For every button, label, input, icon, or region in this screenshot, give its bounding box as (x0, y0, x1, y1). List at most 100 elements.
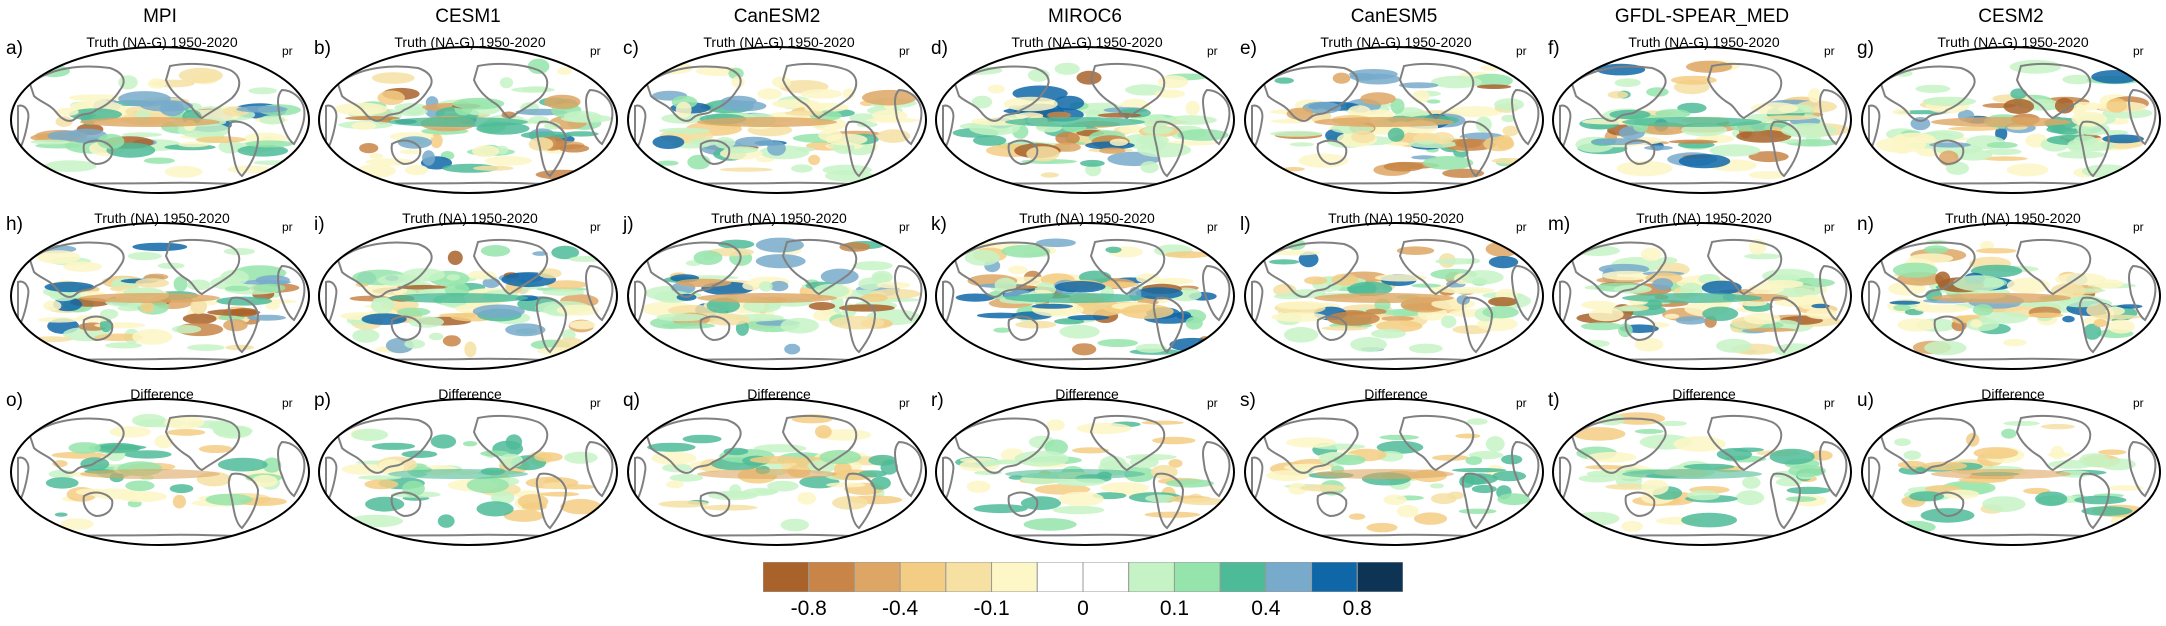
panel-var: pr (1824, 396, 1835, 410)
anomaly-patch (2074, 495, 2127, 505)
panel-title: Truth (NA) 1950-2020 (1328, 210, 1464, 226)
anomaly-patch (1047, 111, 1072, 119)
anomaly-patch (1271, 312, 1327, 322)
anomaly-patch (1274, 77, 1294, 84)
anomaly-patch (1586, 470, 1632, 477)
anomaly-patch (974, 470, 1003, 475)
anomaly-patch (1015, 320, 1057, 329)
equatorial-band (1622, 117, 1762, 127)
precip-anomaly-field (325, 414, 614, 539)
anomaly-patch (38, 317, 80, 323)
panel-var: pr (2133, 44, 2144, 58)
panel-letter: h) (6, 214, 23, 235)
anomaly-patch (140, 301, 155, 314)
anomaly-patch (1439, 287, 1495, 294)
anomaly-patch (127, 252, 162, 261)
anomaly-patch (1157, 75, 1189, 89)
anomaly-patch (976, 459, 1029, 465)
coastline (844, 296, 877, 354)
anomaly-patch (545, 280, 588, 290)
panel-var: pr (590, 44, 601, 58)
anomaly-patch (839, 242, 871, 252)
anomaly-patch (2062, 315, 2075, 323)
anomaly-patch (359, 143, 379, 154)
model-title: CESM1 (435, 6, 501, 27)
equatorial-band (1931, 117, 2071, 127)
panel-title: Truth (NA) 1950-2020 (402, 210, 538, 226)
anomaly-patch (422, 150, 436, 166)
map-panel (1552, 46, 1852, 194)
anomaly-patch (1135, 343, 1167, 353)
anomaly-patch (51, 451, 107, 459)
anomaly-patch (1488, 297, 1518, 307)
anomaly-patch (491, 490, 515, 505)
anomaly-patch (1455, 139, 1482, 148)
anomaly-patch (544, 121, 561, 130)
anomaly-patch (1670, 75, 1717, 85)
anomaly-patch (351, 428, 389, 441)
coastline (1624, 315, 1656, 342)
anomaly-patch (1458, 508, 1497, 514)
coastline (1570, 241, 1667, 298)
anomaly-patch (1285, 437, 1336, 448)
anomaly-patch (447, 250, 463, 265)
coastline (1398, 62, 1475, 120)
coastline (2015, 62, 2092, 120)
precip-anomaly-field (1251, 414, 1540, 539)
anomaly-patch (2106, 98, 2127, 113)
anomaly-patch (769, 280, 789, 292)
anomaly-patch (1786, 486, 1831, 495)
anomaly-patch (528, 137, 554, 151)
anomaly-patch (1634, 337, 1664, 352)
anomaly-patch (1985, 148, 2022, 156)
coastline (2128, 264, 2157, 322)
precip-anomaly-field (942, 238, 1231, 363)
colorbar-swatch (899, 561, 947, 593)
coastline (1262, 417, 1359, 474)
anomaly-patch (1972, 304, 1994, 316)
anomaly-patch (1168, 459, 1183, 468)
colorbar-tick-label: 0 (1077, 597, 1089, 620)
precip-anomaly-field (1251, 238, 1540, 363)
anomaly-patch (1097, 339, 1139, 347)
panel-var: pr (282, 44, 293, 58)
anomaly-patch (1634, 428, 1664, 434)
anomaly-patch (1269, 259, 1300, 265)
map-panel (935, 46, 1235, 194)
anomaly-patch (1497, 493, 1531, 506)
anomaly-patch (484, 156, 533, 166)
anomaly-patch (1735, 490, 1765, 506)
anomaly-patch (1179, 497, 1228, 506)
anomaly-patch (1664, 313, 1680, 319)
anomaly-patch (564, 451, 598, 464)
coastline (953, 417, 1050, 474)
anomaly-patch (682, 434, 722, 444)
anomaly-patch (661, 113, 705, 124)
anomaly-patch (1411, 283, 1441, 288)
precip-anomaly-field (1251, 62, 1540, 187)
anomaly-patch (652, 135, 685, 149)
anomaly-patch (96, 444, 147, 450)
anomaly-patch (842, 88, 856, 99)
anomaly-patch (2040, 423, 2075, 430)
coastline (1933, 139, 1965, 166)
coastline (645, 417, 742, 474)
anomaly-patch (365, 496, 405, 512)
anomaly-patch (1379, 434, 1420, 441)
equatorial-band (697, 293, 837, 303)
anomaly-patch (1383, 494, 1407, 506)
anomaly-patch (1269, 250, 1321, 256)
anomaly-patch (1975, 248, 2017, 254)
coastline (1511, 440, 1540, 498)
anomaly-patch (1915, 84, 1951, 93)
anomaly-patch (1076, 422, 1132, 434)
anomaly-patch (1327, 311, 1380, 326)
anomaly-patch (2050, 283, 2086, 299)
anomaly-patch (2035, 491, 2068, 507)
coastline (2078, 120, 2111, 178)
anomaly-patch (1164, 251, 1211, 259)
anomaly-patch (702, 504, 758, 511)
panel-title: Truth (NA-G) 1950-2020 (703, 34, 855, 50)
anomaly-patch (1892, 262, 1938, 278)
anomaly-patch (2093, 318, 2108, 328)
